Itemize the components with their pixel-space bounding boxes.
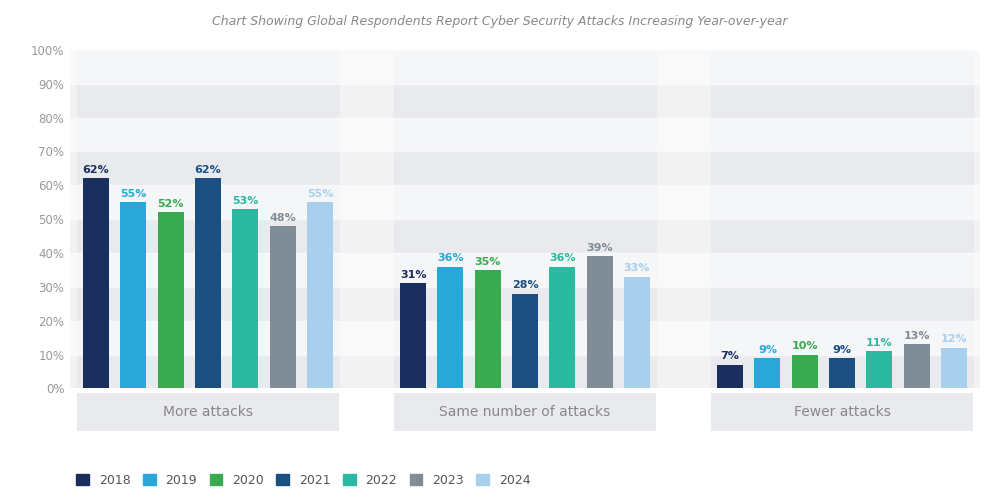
- Bar: [120, 202, 146, 388]
- Text: 62%: 62%: [83, 165, 109, 175]
- Text: 31%: 31%: [400, 270, 426, 280]
- Text: Fewer attacks: Fewer attacks: [794, 405, 890, 419]
- Bar: [70, 321, 980, 355]
- Bar: [717, 365, 743, 388]
- Bar: [400, 283, 426, 388]
- Text: 13%: 13%: [903, 331, 930, 341]
- Text: Same number of attacks: Same number of attacks: [439, 405, 611, 419]
- Text: 55%: 55%: [120, 189, 147, 199]
- Text: 9%: 9%: [833, 345, 852, 355]
- Text: 48%: 48%: [269, 213, 296, 223]
- Bar: [549, 266, 575, 388]
- Bar: [394, 50, 656, 388]
- Bar: [866, 351, 892, 388]
- Bar: [941, 348, 967, 388]
- Text: 33%: 33%: [624, 263, 650, 273]
- Text: 7%: 7%: [721, 352, 740, 362]
- Text: 52%: 52%: [157, 199, 184, 209]
- Text: 36%: 36%: [437, 253, 464, 263]
- Bar: [437, 266, 463, 388]
- Bar: [711, 50, 973, 388]
- Bar: [70, 50, 980, 84]
- Bar: [232, 209, 258, 388]
- Text: 12%: 12%: [941, 335, 967, 345]
- Text: More attacks: More attacks: [163, 405, 253, 419]
- Bar: [512, 294, 538, 388]
- Bar: [83, 178, 109, 388]
- Text: 28%: 28%: [512, 280, 538, 290]
- Text: 53%: 53%: [232, 196, 258, 206]
- FancyBboxPatch shape: [77, 393, 339, 431]
- Text: 9%: 9%: [758, 345, 777, 355]
- Bar: [754, 358, 780, 388]
- Text: 10%: 10%: [791, 341, 818, 351]
- Text: 55%: 55%: [307, 189, 333, 199]
- FancyBboxPatch shape: [711, 393, 973, 431]
- Bar: [624, 277, 650, 388]
- Bar: [475, 270, 501, 388]
- FancyBboxPatch shape: [394, 393, 656, 431]
- Bar: [270, 226, 296, 388]
- Bar: [904, 345, 930, 388]
- Bar: [195, 178, 221, 388]
- Bar: [70, 185, 980, 219]
- Text: 11%: 11%: [866, 338, 893, 348]
- Bar: [792, 355, 818, 388]
- Bar: [829, 358, 855, 388]
- Text: 35%: 35%: [475, 256, 501, 266]
- Text: 36%: 36%: [549, 253, 576, 263]
- Bar: [77, 50, 339, 388]
- Bar: [158, 212, 184, 388]
- Text: 62%: 62%: [195, 165, 221, 175]
- Text: Chart Showing Global Respondents Report Cyber Security Attacks Increasing Year-o: Chart Showing Global Respondents Report …: [212, 15, 788, 28]
- Text: 39%: 39%: [586, 243, 613, 253]
- Bar: [587, 256, 613, 388]
- Bar: [307, 202, 333, 388]
- Bar: [70, 253, 980, 287]
- Legend: 2018, 2019, 2020, 2021, 2022, 2023, 2024: 2018, 2019, 2020, 2021, 2022, 2023, 2024: [76, 474, 530, 487]
- Bar: [70, 118, 980, 151]
